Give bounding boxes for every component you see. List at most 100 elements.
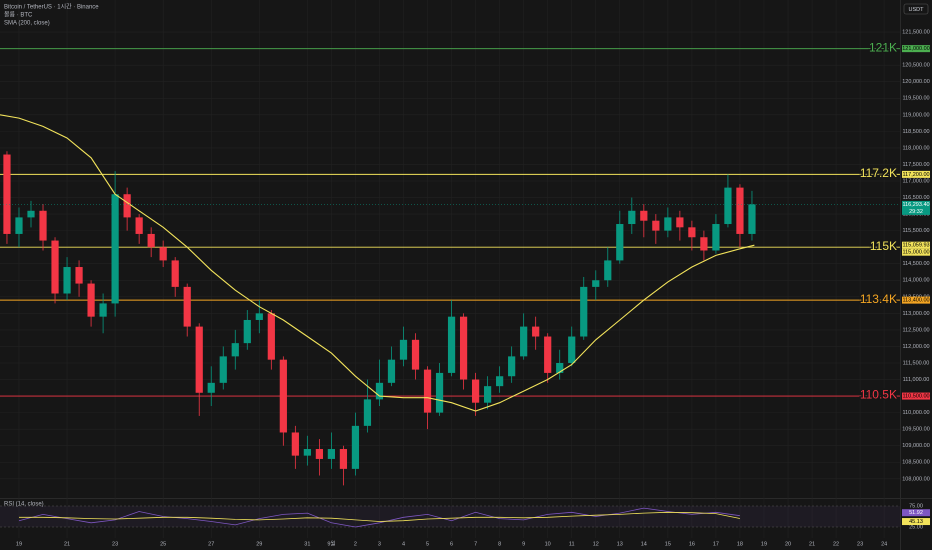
- y-tick-label: 112,500.00: [902, 327, 929, 333]
- price-badge-label: 110,500.00: [902, 394, 929, 400]
- price-badge-label: 117,200.00: [902, 172, 929, 178]
- candle-body: [303, 449, 311, 456]
- candle-body: [219, 356, 227, 383]
- candle-body: [243, 319, 251, 344]
- candle-body: [652, 220, 660, 231]
- price-badge: [902, 45, 930, 53]
- x-tick-label: 23: [112, 541, 118, 547]
- candle-body: [724, 187, 732, 225]
- sma-legend: SMA (200, close): [4, 21, 50, 27]
- candle-body: [135, 217, 143, 234]
- candle-body: [423, 369, 432, 413]
- countdown-label: 29:32: [909, 209, 923, 215]
- candle-body: [676, 217, 684, 228]
- x-tick-label: 9: [522, 541, 525, 547]
- y-tick-label: 116,500.00: [902, 195, 929, 201]
- x-tick-label: 23: [857, 541, 863, 547]
- candle-body: [736, 187, 744, 234]
- candle-body: [712, 224, 720, 251]
- currency[interactable]: USDT: [909, 7, 925, 13]
- candle-body: [532, 326, 540, 337]
- price-badge-label: 115,000.00: [902, 250, 929, 256]
- y-tick-label: 108,500.00: [902, 460, 930, 466]
- candle-body: [628, 210, 636, 225]
- y-tick-label: 121,500.00: [902, 30, 930, 36]
- candle-body: [592, 280, 600, 287]
- x-tick-label: 11: [569, 541, 575, 547]
- candle-body: [399, 339, 408, 360]
- candle-body: [447, 316, 456, 373]
- candle-body: [700, 237, 708, 251]
- x-tick-label: 14: [641, 541, 647, 547]
- candle-body: [544, 336, 552, 373]
- rsi-badge: [902, 509, 930, 517]
- candle-body: [315, 449, 323, 459]
- candle-body: [27, 210, 35, 218]
- candle-body: [580, 286, 588, 337]
- candle-body: [159, 247, 167, 261]
- y-tick-label: 111,500.00: [903, 360, 930, 366]
- candle-body: [183, 286, 191, 327]
- candle-body: [111, 194, 119, 304]
- rsi-tick-label: 25.00: [909, 524, 923, 530]
- y-tick-label: 119,000.00: [902, 112, 929, 118]
- candle-body: [748, 204, 756, 234]
- y-tick-label: 110,000.00: [902, 410, 929, 416]
- candle-body: [363, 399, 372, 426]
- y-tick-label: 120,000.00: [902, 79, 930, 85]
- candle-body: [459, 316, 468, 380]
- candle-body: [147, 233, 155, 248]
- x-tick-label: 21: [64, 541, 70, 547]
- y-tick-label: 109,500.00: [902, 427, 930, 433]
- y-tick-label: 118,000.00: [902, 145, 929, 151]
- candle-body: [496, 376, 504, 387]
- x-tick-label: 17: [713, 541, 719, 547]
- candle-body: [688, 227, 696, 238]
- candle-body: [279, 359, 287, 433]
- currency-box[interactable]: [903, 3, 929, 15]
- y-tick-label: 112,000.00: [902, 344, 929, 350]
- level-label: 115K: [870, 239, 897, 253]
- x-tick-label: 27: [208, 541, 214, 547]
- candle-body: [39, 210, 47, 241]
- candle-body: [255, 313, 263, 320]
- x-tick-label: 24: [881, 541, 887, 547]
- x-tick-label: 21: [809, 541, 815, 547]
- rsi-tick-label: 75.00: [909, 503, 923, 509]
- y-tick-label: 119,500.00: [902, 96, 929, 102]
- candle-body: [3, 154, 11, 234]
- y-tick-label: 118,500.00: [902, 129, 929, 135]
- candle-body: [375, 382, 384, 400]
- x-tick-label: 15: [665, 541, 671, 547]
- candle-body: [387, 359, 396, 383]
- price-badge: [902, 241, 930, 249]
- candle-body: [664, 217, 672, 231]
- rsi-badge: [902, 518, 930, 526]
- y-tick-label: 117,500.00: [902, 162, 929, 168]
- price-badge: [902, 200, 930, 215]
- price-badge: [902, 170, 930, 178]
- rsi-line: [18, 507, 740, 528]
- x-tick-label: 22: [833, 541, 839, 547]
- candle-body: [556, 362, 564, 373]
- rsi-title: RSI (14, close): [4, 502, 44, 508]
- x-tick-label: 2: [354, 541, 357, 547]
- candle-body: [123, 194, 131, 218]
- candle-body: [327, 449, 336, 459]
- candle-body: [87, 283, 95, 317]
- price-badge-label: 113,400.00: [902, 298, 929, 304]
- candle-body: [51, 240, 59, 294]
- rsi-line: [19, 511, 740, 522]
- x-tick-label: 9월: [327, 539, 335, 547]
- x-tick-label: 10: [545, 541, 551, 547]
- candle-body: [267, 313, 275, 360]
- price-badge: [902, 392, 930, 400]
- x-tick-label: 18: [737, 541, 743, 547]
- candle-body: [339, 449, 348, 469]
- candle-body: [411, 339, 420, 370]
- sma-line: [0, 114, 755, 412]
- price-badge: [902, 248, 930, 256]
- price-badge-label: 116,293.40: [902, 202, 929, 208]
